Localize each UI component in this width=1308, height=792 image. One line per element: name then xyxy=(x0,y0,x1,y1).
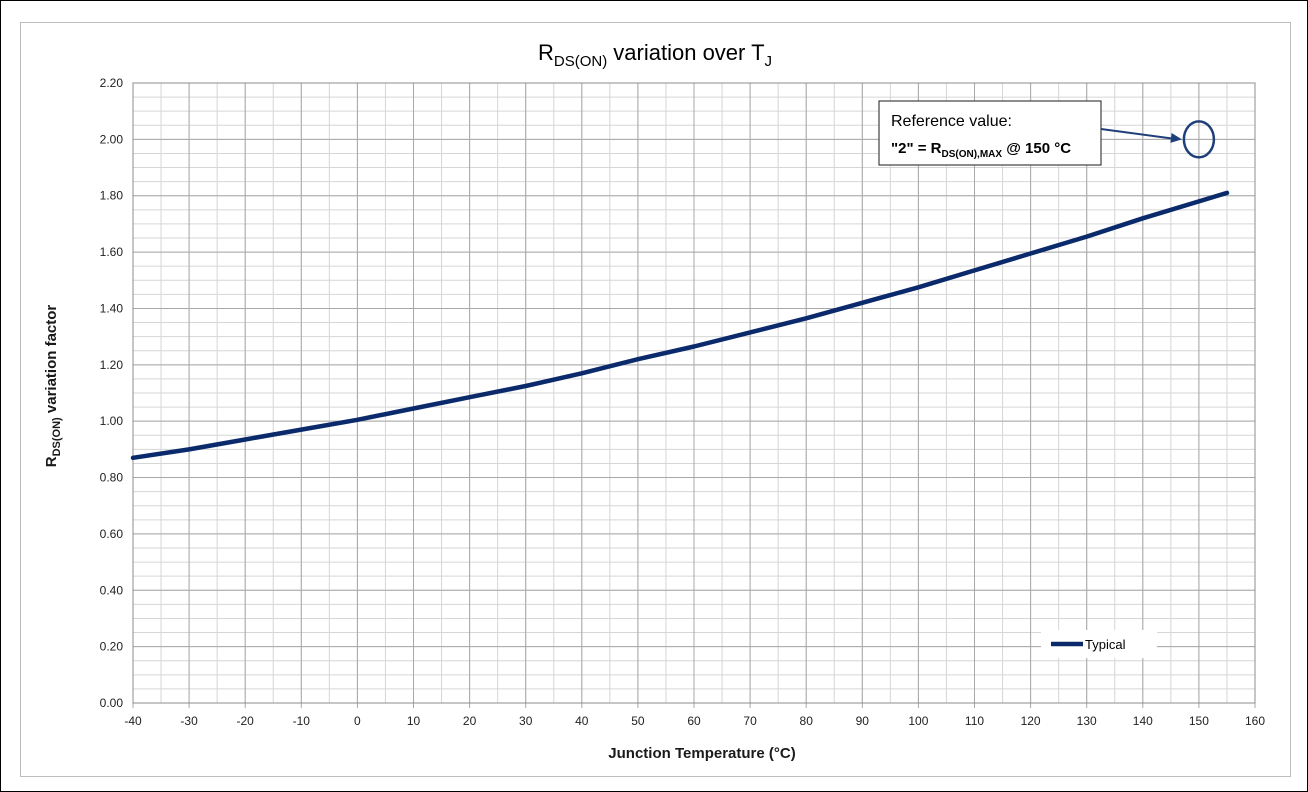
x-tick-label: -20 xyxy=(237,714,255,728)
y-axis-label: RDS(ON) variation factor xyxy=(43,305,63,468)
x-tick-label: 50 xyxy=(631,714,645,728)
y-tick-label: 0.60 xyxy=(100,527,124,541)
y-tick-label: 0.40 xyxy=(100,583,124,597)
y-tick-label: 2.00 xyxy=(100,132,124,146)
annotation-arrowhead xyxy=(1170,133,1182,143)
legend: Typical xyxy=(1041,630,1157,658)
series-line-typical xyxy=(130,190,1230,461)
chart-svg: RDS(ON) variation over TJ 0.000.200.400.… xyxy=(43,40,1265,762)
plot-border xyxy=(132,82,1256,704)
annotation-arrow xyxy=(1100,128,1175,140)
x-axis-ticks: -40 -30 -20 -10 0 10 20 30 40 50 60 70 80 90 100 110 120… xyxy=(124,714,1265,728)
annotation-line1: Reference value: xyxy=(891,113,1012,130)
x-tick-label: -30 xyxy=(180,714,198,728)
y-tick-label: 0.20 xyxy=(100,640,124,654)
x-tick-label: 30 xyxy=(519,714,533,728)
x-tick-label: 10 xyxy=(407,714,421,728)
x-axis-label: Junction Temperature (°C) xyxy=(608,745,795,762)
y-tick-label: 1.20 xyxy=(100,358,124,372)
chart-title: RDS(ON) variation over TJ xyxy=(538,40,772,70)
y-tick-label: 0.80 xyxy=(100,471,124,485)
x-tick-label: 80 xyxy=(800,714,814,728)
y-tick-label: 1.40 xyxy=(100,301,124,315)
x-tick-label: 20 xyxy=(463,714,477,728)
annotation-box xyxy=(878,100,1102,166)
y-axis-ticks: 0.00 0.20 0.40 0.60 0.80 1.00 1.20 1.40 1.60 1.80… xyxy=(100,76,124,710)
x-tick-label: 40 xyxy=(575,714,589,728)
y-tick-label: 1.80 xyxy=(100,189,124,203)
x-tick-label: 150 xyxy=(1189,714,1209,728)
x-tick-label: 90 xyxy=(856,714,870,728)
x-tick-label: -40 xyxy=(124,714,142,728)
x-tick-label: 130 xyxy=(1077,714,1097,728)
annotation-circle xyxy=(1182,120,1216,159)
x-tick-label: 110 xyxy=(965,714,984,728)
major-gridlines xyxy=(132,82,1256,708)
y-tick-label: 0.00 xyxy=(100,696,124,710)
x-tick-label: 70 xyxy=(743,714,757,728)
y-tick-label: 1.60 xyxy=(100,245,124,259)
x-tick-label: 160 xyxy=(1245,714,1265,728)
annotation-line2: "2" = RDS(ON),MAX @ 150 °C xyxy=(891,140,1071,160)
x-tick-label: -10 xyxy=(293,714,311,728)
x-tick-label: 120 xyxy=(1021,714,1041,728)
annotation: Reference value: "2" = RDS(ON),MAX @ 150… xyxy=(878,100,1216,166)
x-tick-label: 60 xyxy=(687,714,701,728)
x-tick-label: 140 xyxy=(1133,714,1153,728)
y-tick-label: 2.20 xyxy=(100,76,124,90)
y-tick-label: 1.00 xyxy=(100,414,124,428)
chart-area: RDS(ON) variation over TJ 0.00 0.20 0.40 0.… xyxy=(20,22,1291,777)
x-tick-label: 100 xyxy=(908,714,928,728)
legend-label-typical: Typical xyxy=(1085,637,1126,652)
x-tick-label: 0 xyxy=(354,714,361,728)
